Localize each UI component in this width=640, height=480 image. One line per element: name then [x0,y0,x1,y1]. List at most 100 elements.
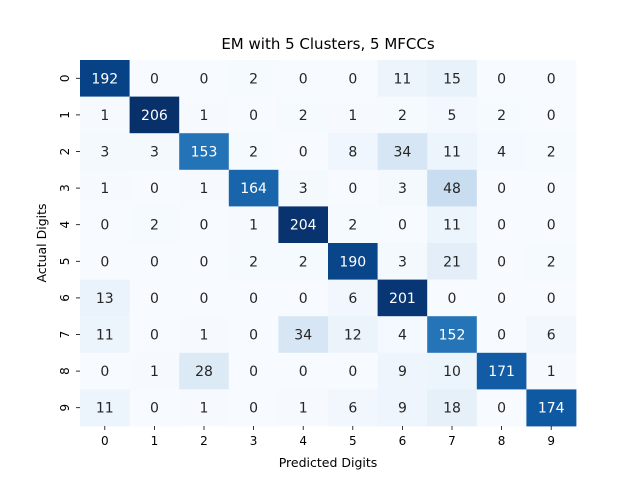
y-axis-label: Actual Digits [34,203,49,282]
cell-value-label: 0 [200,291,209,307]
y-tick-label: 7 [58,331,72,339]
cell-value-label: 206 [141,108,168,124]
heatmap-cell-0-4 [278,60,329,97]
heatmap-cell-6-0 [80,279,130,317]
heatmap-cell-1-7 [427,96,478,134]
heatmap-cell-1-5 [328,96,378,134]
heatmap-cell-5-5 [328,243,378,280]
heatmap-cell-9-0 [80,389,130,427]
x-axis-ticks: 0 1 2 3 4 5 6 7 8 9 [101,426,555,448]
cell-value-label: 0 [150,401,159,417]
heatmap-cell-6-7 [427,279,478,317]
cell-value-label: 1 [150,364,159,380]
heatmap-cell-5-6 [377,243,428,280]
heatmap-cell-3-2 [179,169,230,207]
cell-value-label: 1 [200,181,209,197]
heatmap-cell-6-8 [476,279,527,317]
heatmap-cell-3-3 [228,169,279,207]
cell-value-label: 0 [150,254,159,270]
cell-value-label: 0 [150,181,159,197]
heatmap-cell-5-7 [427,243,478,280]
heatmap-cell-1-0 [80,96,130,134]
cell-value-label: 0 [497,218,506,234]
heatmap-cell-1-9 [526,96,577,134]
heatmap-cell-1-4 [278,96,329,134]
heatmap-cell-3-1 [129,169,180,207]
heatmap-cell-3-0 [80,169,130,207]
cell-value-label: 21 [443,254,461,270]
heatmap-cell-7-2 [179,316,230,354]
cell-value-label: 0 [547,291,556,307]
cell-value-label: 2 [299,108,308,124]
cell-value-label: 1 [100,108,109,124]
heatmap-cell-8-5 [328,352,378,390]
x-tick-label: 7 [448,434,456,448]
heatmap-cell-0-6 [377,60,428,97]
cell-value-label: 164 [240,181,267,197]
cell-value-label: 15 [443,71,461,87]
cell-value-label: 1 [200,328,209,344]
heatmap-cell-4-3 [228,206,279,244]
cell-value-label: 0 [497,328,506,344]
cell-value-label: 0 [299,145,308,161]
cell-value-label: 0 [299,291,308,307]
heatmap-cell-6-3 [228,279,279,317]
y-tick-label: 3 [58,184,72,192]
heatmap-cell-2-6 [377,133,428,171]
y-tick-label: 0 [58,74,72,82]
heatmap-cell-7-0 [80,316,130,354]
x-tick-label: 8 [498,434,506,448]
heatmap-cell-5-0 [80,243,130,280]
heatmap-cell-2-8 [476,133,527,171]
cell-value-label: 0 [547,218,556,234]
cell-value-label: 1 [200,108,209,124]
cell-value-label: 0 [398,218,407,234]
heatmap-cell-6-9 [526,279,577,317]
cell-value-label: 0 [547,71,556,87]
heatmap-cell-4-2 [179,206,230,244]
cell-value-label: 11 [443,218,461,234]
heatmap-cell-5-4 [278,243,329,280]
cell-value-label: 0 [249,401,258,417]
cell-value-label: 0 [249,108,258,124]
heatmap-cell-7-3 [228,316,279,354]
heatmap-cell-9-8 [476,389,527,427]
heatmap-cell-5-1 [129,243,180,280]
cell-value-label: 0 [200,71,209,87]
cell-value-label: 4 [497,145,506,161]
heatmap-cell-8-2 [179,352,230,390]
y-axis-ticks: 0 1 2 3 4 5 6 7 8 9 [58,74,80,412]
heatmap-cell-9-1 [129,389,180,427]
x-tick-label: 5 [349,434,357,448]
cell-value-label: 204 [290,218,317,234]
cell-value-label: 0 [249,328,258,344]
cell-value-label: 11 [393,71,411,87]
x-tick-label: 4 [299,434,307,448]
y-tick-label: 8 [58,367,72,375]
cell-value-label: 9 [398,364,407,380]
cell-value-label: 11 [96,328,114,344]
heatmap-cell-0-8 [476,60,527,97]
cell-value-label: 12 [344,328,362,344]
heatmap-cell-3-9 [526,169,577,207]
heatmap-cell-6-5 [328,279,378,317]
heatmap-cell-7-7 [427,316,478,354]
heatmap-cell-5-9 [526,243,577,280]
cell-value-label: 0 [348,181,357,197]
cell-value-label: 152 [439,328,466,344]
heatmap-cell-6-6 [377,279,428,317]
heatmap-cell-8-7 [427,352,478,390]
cell-value-label: 153 [191,145,218,161]
cell-value-label: 3 [299,181,308,197]
heatmap-cell-8-9 [526,352,577,390]
y-tick-label: 5 [58,257,72,265]
heatmap-cell-7-8 [476,316,527,354]
heatmap-cell-2-3 [228,133,279,171]
cell-value-label: 0 [150,291,159,307]
heatmap-cell-0-1 [129,60,180,97]
cell-value-label: 0 [448,291,457,307]
y-tick-label: 4 [58,221,72,229]
cell-value-label: 34 [294,328,312,344]
heatmap-cell-1-1 [129,96,180,134]
heatmap-cell-8-3 [228,352,279,390]
